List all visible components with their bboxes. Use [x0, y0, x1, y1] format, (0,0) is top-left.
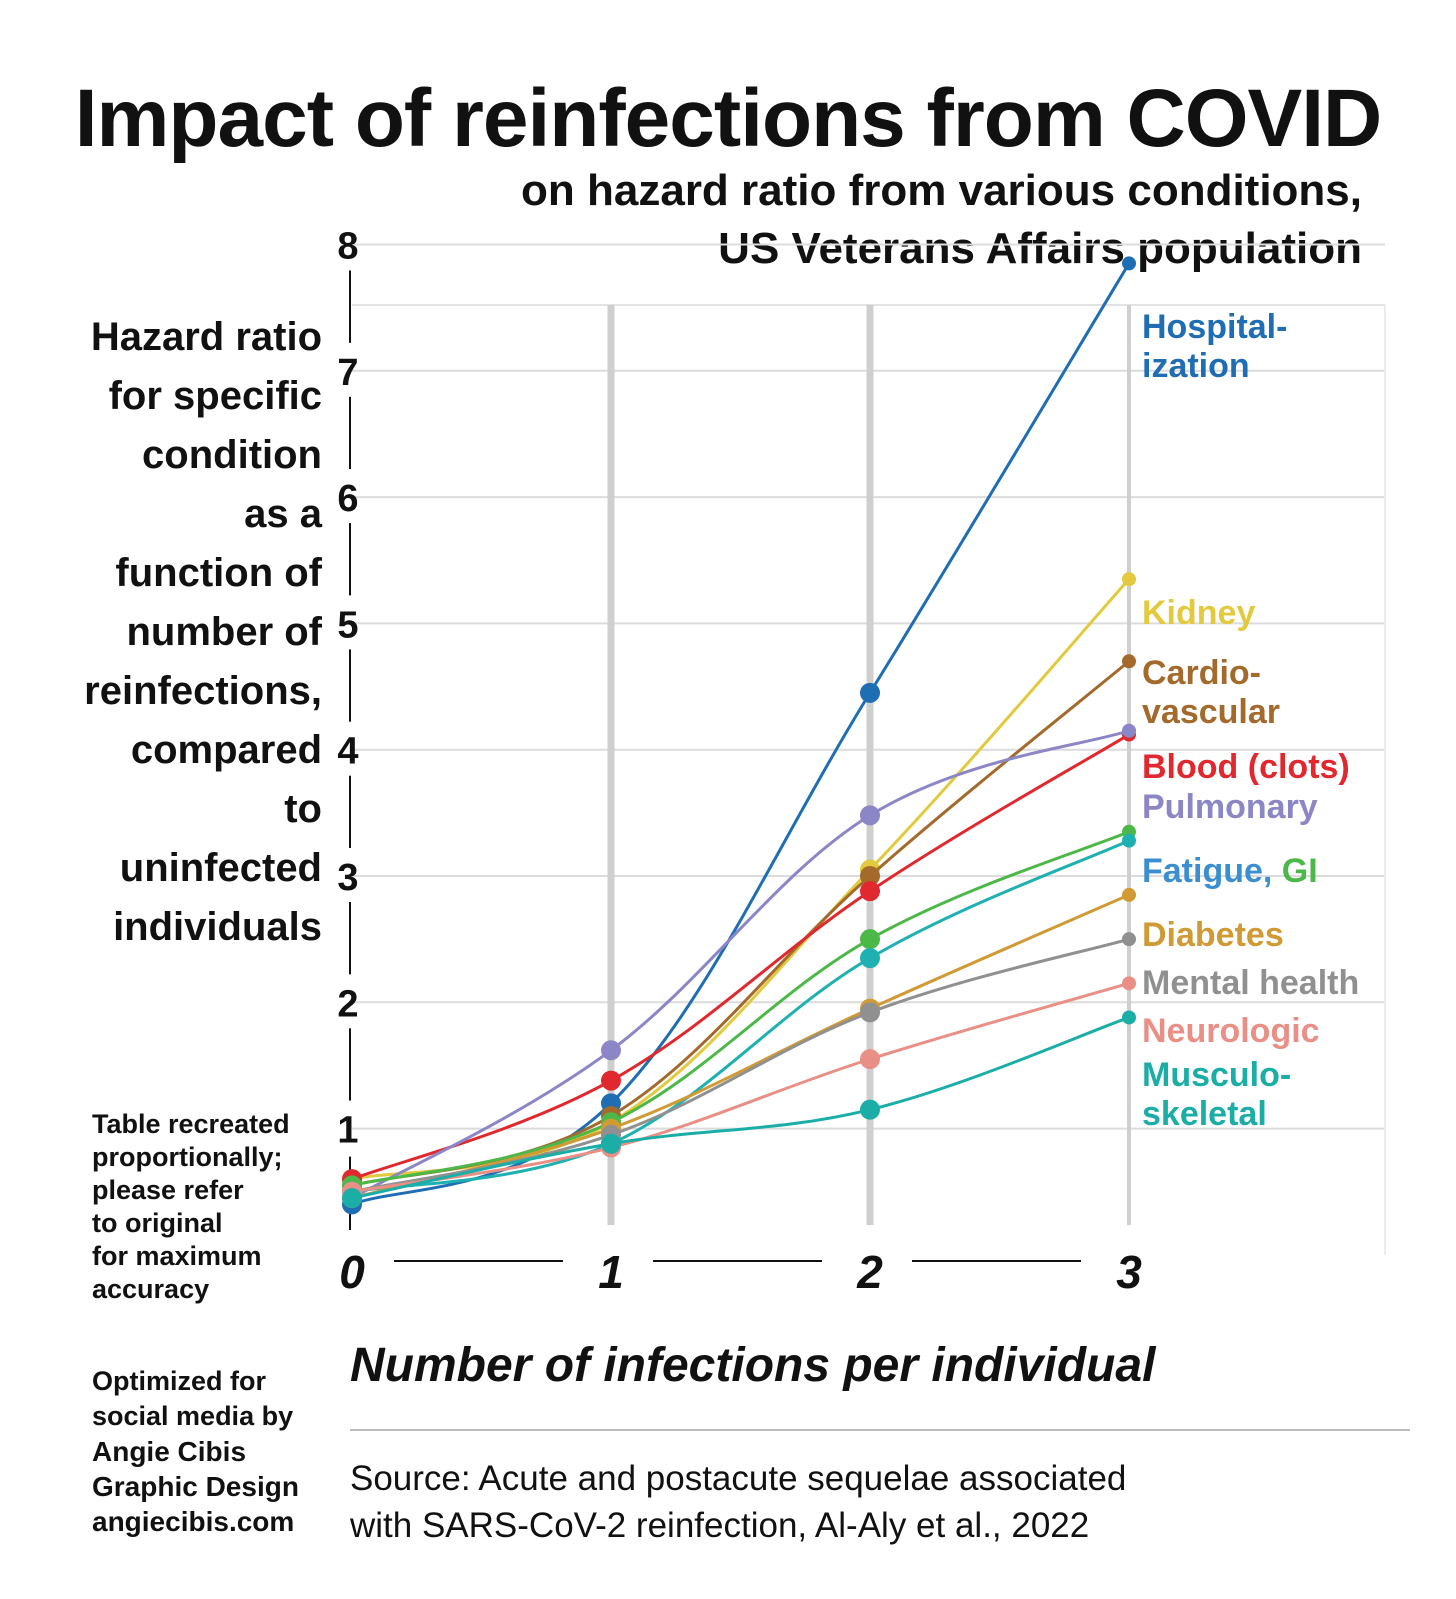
data-point [860, 948, 880, 969]
x-tick-label: 3 [1116, 1246, 1142, 1298]
series-line [351, 578, 1131, 1181]
chart-subtitle-line-2: US Veterans Affairs population [718, 224, 1362, 273]
data-point [342, 1188, 362, 1209]
note-line: Table recreated [92, 1109, 290, 1139]
data-point [860, 1099, 880, 1120]
data-point [1122, 833, 1136, 848]
series-line [351, 729, 1130, 1200]
series-line [351, 1016, 1130, 1200]
note-line: accuracy [92, 1274, 210, 1304]
y-tick-label: 7 [337, 352, 358, 394]
accuracy-note: Table recreated proportionally; please r… [92, 1108, 290, 1306]
y-tick-label: 2 [337, 983, 358, 1025]
chart-subtitle-line-1: on hazard ratio from various conditions, [521, 166, 1362, 215]
credit-line: Angie Cibis [92, 1436, 247, 1467]
y-axis-label-line: as a [244, 492, 322, 536]
x-axis-label: Number of infections per individual [350, 1339, 1156, 1392]
credit-line: angiecibis.com [92, 1506, 295, 1537]
source-citation: Source: Acute and postacute sequelae ass… [350, 1455, 1126, 1549]
series-label: Kidney [1142, 594, 1255, 632]
series-label: Hospital- [1142, 308, 1287, 346]
series-line [351, 937, 1130, 1194]
y-tick-label: 4 [337, 731, 358, 773]
y-tick-label: 3 [337, 857, 358, 899]
data-point [1122, 723, 1136, 738]
series-line [351, 733, 1130, 1181]
data-point [860, 929, 880, 950]
data-point [601, 1040, 621, 1061]
credit-line: Graphic Design [92, 1471, 299, 1502]
y-axis-label-line: function of [115, 551, 322, 595]
divider [350, 1429, 1410, 1431]
data-point [1122, 654, 1136, 669]
line-chart: 1 2 3 4 5 6 7 8 0 1 2 3 Hospital-ization Kidney Cardio… [337, 225, 1386, 1298]
series-label: Diabetes [1142, 916, 1284, 954]
series-label: Blood (clots) [1142, 748, 1350, 786]
credit-line: social media by [92, 1401, 294, 1431]
y-axis-label-line: Hazard ratio [90, 315, 322, 359]
designer-credit: Optimized for social media by Angie Cibi… [92, 1364, 299, 1539]
chart-title: Impact of reinfections from COVID [74, 73, 1383, 164]
y-tick-label: 8 [337, 225, 358, 267]
series-line [351, 830, 1130, 1187]
y-tick-label: 6 [337, 478, 358, 520]
data-point [1122, 1010, 1136, 1025]
data-point [601, 1070, 621, 1091]
x-tick-label: 2 [856, 1246, 883, 1298]
data-point [860, 1002, 880, 1023]
data-point [1122, 976, 1136, 991]
series-line [351, 893, 1130, 1200]
y-axis-label-line: compared [130, 728, 322, 772]
y-axis-label-line: to [284, 787, 322, 831]
data-point [1122, 572, 1136, 587]
note-line: proportionally; [92, 1142, 283, 1172]
x-tick-label: 0 [339, 1246, 365, 1298]
y-tick-label: 1 [337, 1110, 358, 1152]
series-line [351, 839, 1130, 1194]
credit-line: Optimized for [92, 1366, 266, 1396]
series-label: ization [1142, 347, 1250, 385]
note-line: please refer [92, 1175, 244, 1205]
data-point [860, 881, 880, 902]
series-label: skeletal [1142, 1095, 1267, 1133]
x-tick-label: 1 [598, 1246, 624, 1298]
series-line [351, 981, 1130, 1194]
series-line [351, 262, 1131, 1206]
note-line: to original [92, 1208, 223, 1238]
y-axis-label-line: uninfected [119, 846, 322, 890]
data-point [860, 1049, 880, 1070]
note-line: for maximum [92, 1241, 262, 1271]
series-label-fatigue: Fatigue, [1142, 852, 1272, 890]
y-axis-label-line: reinfections, [84, 669, 322, 713]
source-line: with SARS-CoV-2 reinfection, Al-Aly et a… [350, 1506, 1090, 1545]
series-label: Cardio- [1142, 654, 1261, 692]
series-label-gi: GI [1272, 852, 1317, 890]
series-label: Neurologic [1142, 1012, 1320, 1050]
data-point [860, 682, 880, 703]
series-label-fatigue-gi: Fatigue, GI [1142, 852, 1318, 890]
data-point [1122, 256, 1136, 271]
y-axis-label-line: individuals [113, 905, 322, 949]
y-axis-label-line: for specific [108, 374, 322, 418]
series-label: Pulmonary [1142, 788, 1318, 826]
y-axis-label-line: condition [142, 433, 322, 477]
data-point [1122, 932, 1136, 947]
y-axis-label-line: number of [126, 610, 322, 654]
source-line: Source: Acute and postacute sequelae ass… [350, 1459, 1127, 1498]
y-axis-label: Hazard ratio for specific condition as a… [40, 308, 322, 957]
series-label: vascular [1142, 693, 1280, 731]
data-point [860, 805, 880, 826]
data-point [601, 1133, 621, 1154]
data-point [860, 865, 880, 886]
series-label: Musculo- [1142, 1056, 1291, 1094]
data-point [1122, 887, 1136, 902]
y-tick-label: 5 [337, 604, 358, 646]
series-label: Mental health [1142, 964, 1359, 1002]
